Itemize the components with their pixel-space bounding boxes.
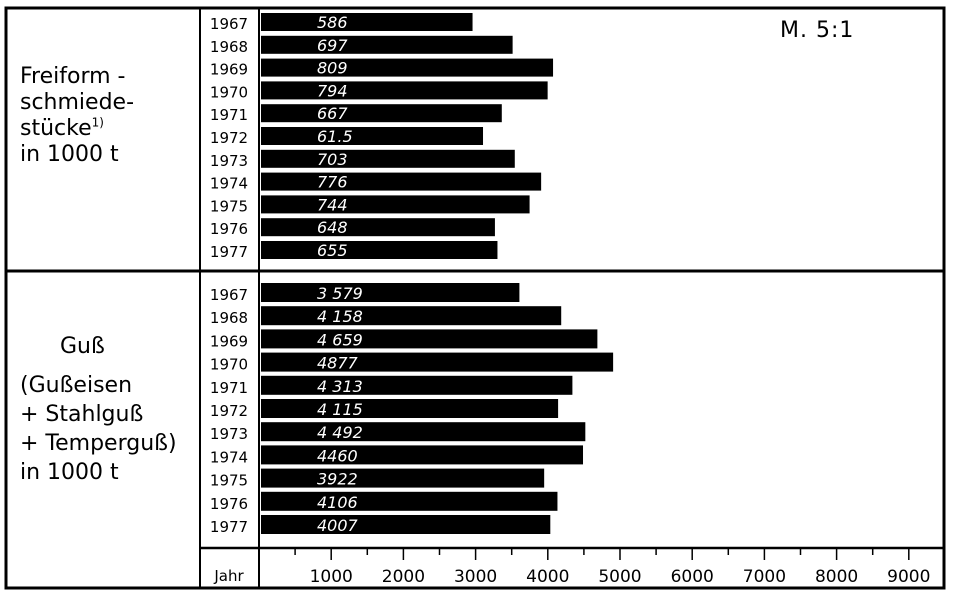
freiform-year-label-1969: 1969: [210, 61, 248, 79]
freiform-value-label-1968: 697: [317, 36, 348, 55]
x-tick-label-9000: 9000: [887, 567, 930, 587]
guss-value-label-1977: 4007: [317, 516, 359, 535]
freiform-bar-1975: [261, 195, 530, 214]
x-tick-label-6000: 6000: [671, 567, 714, 587]
guss-year-label-1971: 1971: [210, 379, 248, 397]
guss-bar-1970: [261, 352, 614, 372]
freiform-year-label-1971: 1971: [210, 106, 248, 124]
bottom-panel-label: Guß (Gußeisen + Stahlguß + Temperguß) in…: [20, 332, 177, 487]
freiform-value-label-1969: 809: [317, 59, 348, 78]
guss-bar-1971: [261, 375, 573, 395]
bottom-label-line-3: + Stahlguß: [20, 402, 144, 427]
guss-bar-1974: [261, 445, 584, 465]
freiform-value-label-1972: 61.5: [317, 127, 353, 146]
bottom-label-line-4: + Temperguß): [20, 431, 177, 456]
freiform-bar-1971: [261, 104, 502, 123]
bars-layer: 586 1967 697 1968 809 1969 794 1970 667 1971 61.5 1…: [210, 13, 614, 536]
x-tick-label-4000: 4000: [526, 567, 569, 587]
top-label-line-3: stücke1): [20, 115, 104, 141]
guss-year-label-1972: 1972: [210, 402, 248, 420]
top-label-line-2: schmiede-: [20, 90, 135, 115]
x-tick-label-8000: 8000: [815, 567, 858, 587]
guss-value-label-1975: 3922: [317, 470, 358, 489]
guss-year-label-1968: 1968: [210, 309, 248, 327]
guss-bar-1977: [261, 515, 551, 534]
guss-year-label-1976: 1976: [210, 495, 248, 513]
footnote-marker: 1): [91, 115, 104, 130]
guss-bar-1973: [261, 422, 586, 442]
freiform-year-label-1977: 1977: [210, 243, 248, 261]
freiform-year-label-1970: 1970: [210, 83, 248, 101]
freiform-bar-1969: [261, 58, 554, 77]
guss-year-label-1969: 1969: [210, 332, 248, 350]
freiform-value-label-1974: 776: [317, 173, 348, 192]
guss-bar-1972: [261, 399, 559, 418]
guss-year-label-1975: 1975: [210, 472, 248, 490]
freiform-year-label-1967: 1967: [210, 15, 248, 33]
freiform-bar-1970: [261, 81, 548, 100]
freiform-value-label-1970: 794: [317, 81, 348, 100]
freiform-value-label-1967: 586: [317, 13, 348, 32]
freiform-bar-1977: [261, 241, 498, 259]
outer-frame: [4, 6, 946, 590]
freiform-value-label-1971: 667: [317, 104, 348, 123]
bottom-label-unit: in 1000 t: [20, 460, 119, 485]
top-label-unit: in 1000 t: [20, 142, 119, 167]
freiform-bar-1968: [261, 35, 513, 54]
guss-value-label-1971: 4 313: [317, 377, 363, 396]
guss-value-label-1969: 4 659: [317, 330, 363, 349]
x-tick-label-1000: 1000: [310, 567, 353, 587]
freiform-bar-1972: [261, 127, 484, 145]
freiform-year-label-1975: 1975: [210, 197, 248, 215]
guss-year-label-1977: 1977: [210, 518, 248, 536]
guss-year-label-1970: 1970: [210, 356, 248, 374]
freiform-year-label-1972: 1972: [210, 129, 248, 147]
guss-value-label-1972: 4 115: [317, 400, 363, 419]
freiform-value-label-1977: 655: [317, 241, 348, 260]
guss-value-label-1976: 4106: [317, 493, 358, 512]
guss-value-label-1968: 4 158: [317, 307, 363, 326]
guss-bar-1967: [261, 283, 520, 302]
guss-value-label-1973: 4 492: [317, 423, 363, 442]
guss-value-label-1967: 3 579: [317, 284, 363, 303]
freiform-bar-1974: [261, 172, 542, 191]
bottom-label-line-2: (Gußeisen: [20, 373, 133, 398]
bottom-label-title: Guß: [60, 334, 105, 359]
freiform-bar-1973: [261, 149, 515, 168]
freiform-value-label-1976: 648: [317, 218, 348, 237]
guss-bar-1968: [261, 306, 562, 326]
top-label-line-1: Freiform -: [20, 64, 126, 89]
freiform-value-label-1975: 744: [317, 195, 348, 214]
freiform-bar-1976: [261, 218, 495, 237]
guss-value-label-1974: 4460: [317, 446, 358, 465]
x-tick-label-5000: 5000: [598, 567, 641, 587]
guss-year-label-1973: 1973: [210, 425, 248, 443]
top-panel-label: Freiform - schmiede- stücke1) in 1000 t: [20, 64, 134, 168]
axis-unit-label: Jahr: [213, 567, 244, 585]
freiform-bar-1967: [261, 13, 473, 31]
x-tick-label-2000: 2000: [382, 567, 425, 587]
x-tick-label-3000: 3000: [454, 567, 497, 587]
freiform-year-label-1973: 1973: [210, 152, 248, 170]
guss-bar-1975: [261, 468, 545, 488]
freiform-year-label-1976: 1976: [210, 220, 248, 238]
guss-bar-1969: [261, 329, 598, 349]
x-tick-label-7000: 7000: [743, 567, 786, 587]
freiform-value-label-1973: 703: [317, 150, 348, 169]
freiform-year-label-1974: 1974: [210, 175, 248, 193]
axis-layer: 1000 2000 3000 4000 5000 6000 7000 8000 9000 Jahr: [213, 548, 930, 587]
guss-year-label-1967: 1967: [210, 286, 248, 304]
guss-bar-1976: [261, 491, 558, 511]
freiform-year-label-1968: 1968: [210, 38, 248, 56]
scale-note: M. 5:1: [780, 18, 855, 43]
guss-value-label-1970: 4877: [317, 354, 359, 373]
guss-year-label-1974: 1974: [210, 448, 248, 466]
